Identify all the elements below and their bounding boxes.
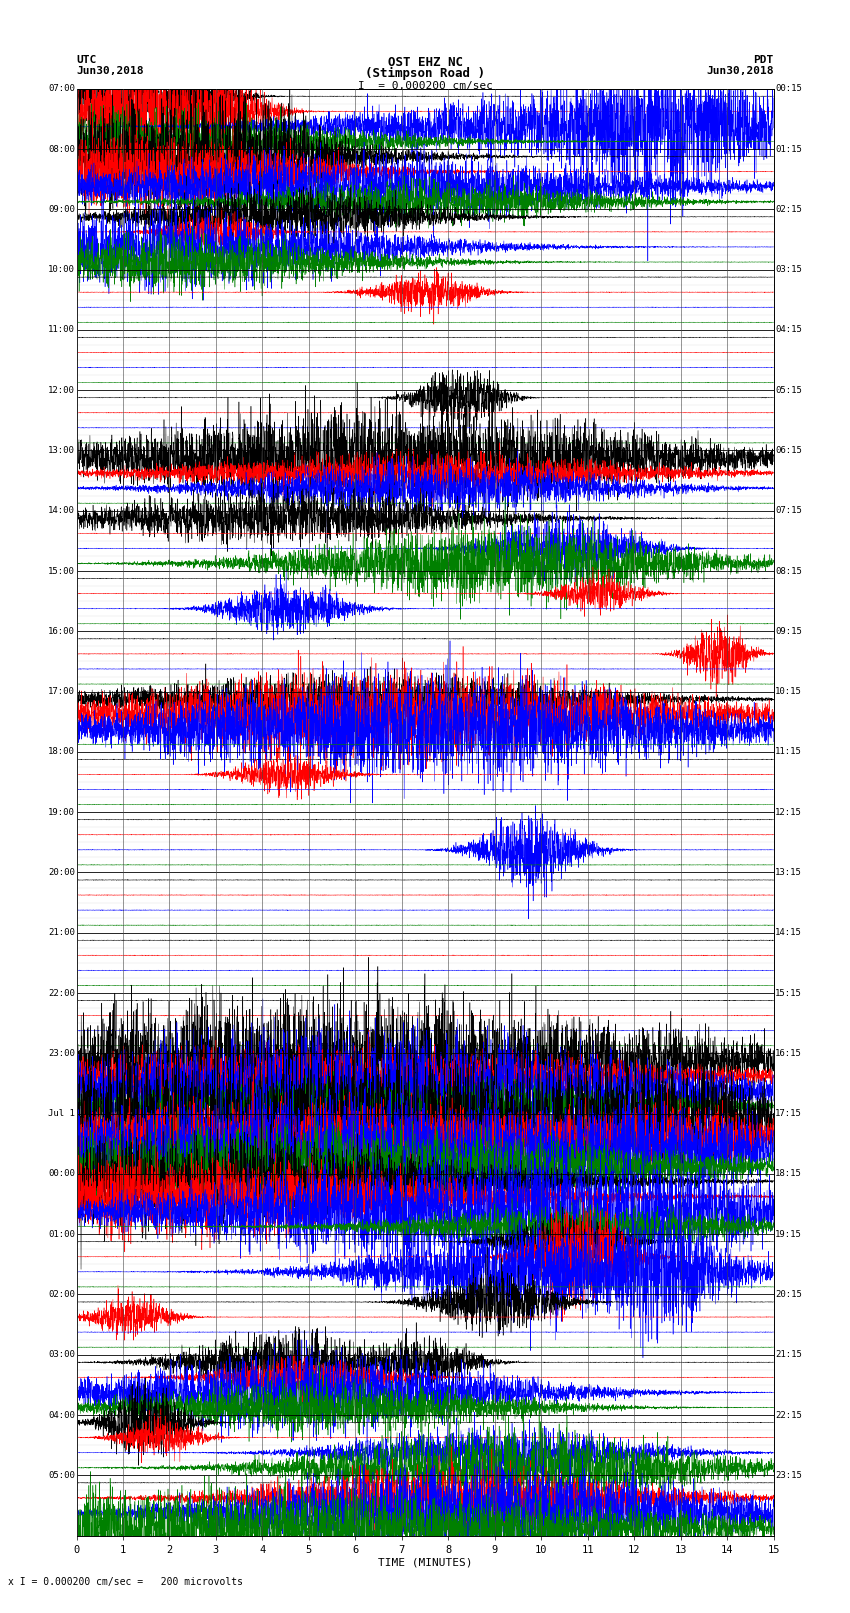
Text: 12:15: 12:15: [775, 808, 802, 816]
Text: 19:15: 19:15: [775, 1229, 802, 1239]
Text: OST EHZ NC: OST EHZ NC: [388, 55, 462, 69]
Text: 01:00: 01:00: [48, 1229, 75, 1239]
Text: 07:15: 07:15: [775, 506, 802, 515]
Text: I  = 0.000200 cm/sec: I = 0.000200 cm/sec: [358, 81, 492, 90]
Text: 05:15: 05:15: [775, 386, 802, 395]
Text: 13:00: 13:00: [48, 445, 75, 455]
Text: 04:15: 04:15: [775, 326, 802, 334]
Text: 03:00: 03:00: [48, 1350, 75, 1360]
Text: 19:00: 19:00: [48, 808, 75, 816]
Text: 02:15: 02:15: [775, 205, 802, 215]
Text: 13:15: 13:15: [775, 868, 802, 877]
Text: 16:15: 16:15: [775, 1048, 802, 1058]
Text: PDT: PDT: [753, 55, 774, 65]
Text: 14:00: 14:00: [48, 506, 75, 515]
Text: 10:00: 10:00: [48, 265, 75, 274]
Text: 15:00: 15:00: [48, 566, 75, 576]
Text: 09:00: 09:00: [48, 205, 75, 215]
Text: 00:00: 00:00: [48, 1169, 75, 1179]
Text: UTC: UTC: [76, 55, 97, 65]
Text: 09:15: 09:15: [775, 627, 802, 636]
Text: 21:15: 21:15: [775, 1350, 802, 1360]
Text: Jun30,2018: Jun30,2018: [706, 66, 774, 76]
Text: 12:00: 12:00: [48, 386, 75, 395]
Text: 11:00: 11:00: [48, 326, 75, 334]
Text: 18:15: 18:15: [775, 1169, 802, 1179]
Text: 04:00: 04:00: [48, 1410, 75, 1419]
Text: 14:15: 14:15: [775, 927, 802, 937]
Text: (Stimpson Road ): (Stimpson Road ): [365, 66, 485, 79]
Text: 17:00: 17:00: [48, 687, 75, 697]
Text: 10:15: 10:15: [775, 687, 802, 697]
X-axis label: TIME (MINUTES): TIME (MINUTES): [377, 1558, 473, 1568]
Text: 01:15: 01:15: [775, 145, 802, 153]
Text: 02:00: 02:00: [48, 1290, 75, 1298]
Text: 05:00: 05:00: [48, 1471, 75, 1479]
Text: 11:15: 11:15: [775, 747, 802, 756]
Text: 08:15: 08:15: [775, 566, 802, 576]
Text: 00:15: 00:15: [775, 84, 802, 94]
Text: 20:15: 20:15: [775, 1290, 802, 1298]
Text: 06:15: 06:15: [775, 445, 802, 455]
Text: 22:15: 22:15: [775, 1410, 802, 1419]
Text: 03:15: 03:15: [775, 265, 802, 274]
Text: 16:00: 16:00: [48, 627, 75, 636]
Text: x I = 0.000200 cm/sec =   200 microvolts: x I = 0.000200 cm/sec = 200 microvolts: [8, 1578, 243, 1587]
Text: 07:00: 07:00: [48, 84, 75, 94]
Text: 20:00: 20:00: [48, 868, 75, 877]
Text: 23:15: 23:15: [775, 1471, 802, 1479]
Text: 18:00: 18:00: [48, 747, 75, 756]
Text: Jul 1: Jul 1: [48, 1110, 75, 1118]
Text: 22:00: 22:00: [48, 989, 75, 997]
Text: 21:00: 21:00: [48, 927, 75, 937]
Text: 23:00: 23:00: [48, 1048, 75, 1058]
Text: 15:15: 15:15: [775, 989, 802, 997]
Text: 08:00: 08:00: [48, 145, 75, 153]
Text: Jun30,2018: Jun30,2018: [76, 66, 144, 76]
Text: 17:15: 17:15: [775, 1110, 802, 1118]
